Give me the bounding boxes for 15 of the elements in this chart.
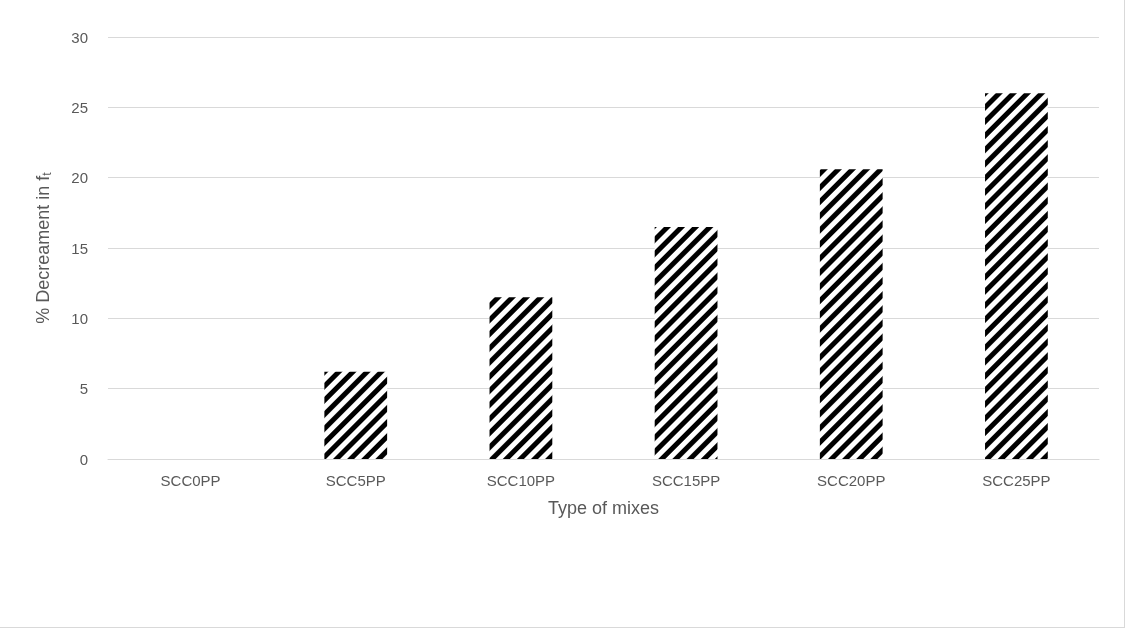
- x-tick-label: SCC5PP: [325, 472, 386, 489]
- x-tick-label: SCC15PP: [651, 472, 721, 489]
- x-tick-label: SCC25PP: [982, 472, 1051, 489]
- y-axis-title: % Decreament in ft: [33, 171, 54, 324]
- y-tick-label: 25: [71, 98, 88, 116]
- y-tick-label: 15: [71, 239, 88, 257]
- x-tick-label: SCC0PP: [160, 472, 221, 489]
- y-tick-label: 30: [71, 28, 88, 46]
- x-tick-label: SCC20PP: [817, 472, 886, 489]
- x-axis-title: Type of mixes: [547, 498, 660, 518]
- y-tick-label: 5: [79, 380, 88, 398]
- y-tick-label: 0: [79, 450, 88, 468]
- y-tick-label: 20: [71, 169, 88, 187]
- y-tick-label: 10: [71, 309, 88, 327]
- x-tick-label: SCC10PP: [486, 472, 556, 489]
